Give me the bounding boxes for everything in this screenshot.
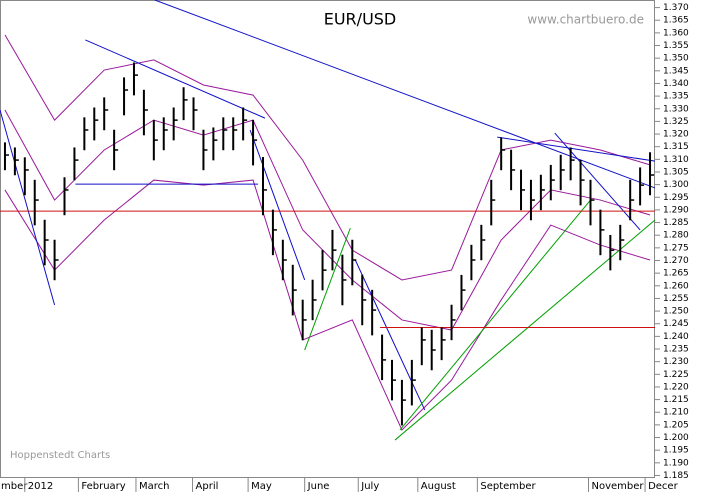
- trend-line: [304, 227, 351, 351]
- y-tick-label: 1.310: [663, 155, 689, 165]
- y-tick-label: 1.195: [663, 446, 689, 456]
- y-tick-label: 1.285: [663, 218, 689, 228]
- y-tick-label: 1.320: [663, 130, 689, 140]
- y-tick-label: 1.250: [663, 307, 689, 317]
- y-tick-label: 1.365: [663, 16, 689, 26]
- y-tick-label: 1.210: [663, 408, 689, 418]
- y-tick-label: 1.240: [663, 332, 689, 342]
- y-tick-label: 1.265: [663, 269, 689, 279]
- y-tick-label: 1.315: [663, 142, 689, 152]
- trend-line: [249, 129, 306, 281]
- y-tick-label: 1.335: [663, 92, 689, 102]
- y-tick-label: 1.295: [663, 193, 689, 203]
- y-tick-label: 1.325: [663, 117, 689, 127]
- trend-line: [354, 259, 426, 411]
- y-tick-label: 1.280: [663, 231, 689, 241]
- y-tick-label: 1.225: [663, 370, 689, 380]
- y-tick-label: 1.355: [663, 41, 689, 51]
- x-tick-label: Decer: [648, 481, 679, 492]
- x-tick-label: 2012: [28, 481, 53, 492]
- y-tick-label: 1.275: [663, 243, 689, 253]
- x-tick-label: May: [251, 481, 272, 492]
- x-tick-label: March: [139, 481, 169, 492]
- y-tick-label: 1.305: [663, 167, 689, 177]
- x-tick-label: mber: [1, 481, 28, 492]
- x-tick-label: August: [421, 481, 456, 492]
- y-tick-label: 1.220: [663, 382, 689, 392]
- y-tick-label: 1.185: [663, 471, 689, 481]
- y-tick-label: 1.270: [663, 256, 689, 266]
- y-tick-label: 1.190: [663, 458, 689, 468]
- band-middle: [4, 109, 651, 331]
- trend-line: [497, 136, 656, 162]
- y-tick-label: 1.340: [663, 79, 689, 89]
- subtitle: www.chartbuero.de: [527, 13, 644, 27]
- y-tick-label: 1.345: [663, 66, 689, 76]
- y-tick-label: 1.235: [663, 345, 689, 355]
- trend-line: [399, 199, 591, 431]
- y-tick-label: 1.245: [663, 319, 689, 329]
- chart-title: EUR/USD: [324, 10, 397, 29]
- annotation: Hoppenstedt Charts: [10, 450, 110, 461]
- trend-line: [394, 219, 656, 441]
- y-tick-label: 1.200: [663, 433, 689, 443]
- band-lower: [4, 179, 651, 431]
- x-tick-label: July: [360, 481, 379, 492]
- trend-line: [0, 109, 56, 306]
- x-tick-label: June: [307, 481, 330, 492]
- y-tick-label: 1.230: [663, 357, 689, 367]
- trend-line: [554, 132, 641, 231]
- plot-frame: [0, 0, 655, 478]
- y-tick-label: 1.255: [663, 294, 689, 304]
- y-tick-label: 1.215: [663, 395, 689, 405]
- x-tick-label: November: [592, 481, 645, 492]
- y-tick-label: 1.260: [663, 281, 689, 291]
- x-tick-label: September: [480, 481, 536, 492]
- y-tick-label: 1.300: [663, 180, 689, 190]
- band-upper: [4, 34, 651, 281]
- y-tick-label: 1.205: [663, 420, 689, 430]
- y-tick-label: 1.330: [663, 104, 689, 114]
- x-tick-label: April: [196, 481, 219, 492]
- y-tick-label: 1.360: [663, 28, 689, 38]
- y-tick-label: 1.350: [663, 54, 689, 64]
- trend-line: [85, 39, 266, 119]
- y-tick-label: 1.370: [663, 3, 689, 13]
- y-tick-label: 1.290: [663, 205, 689, 215]
- x-tick-label: February: [81, 481, 125, 492]
